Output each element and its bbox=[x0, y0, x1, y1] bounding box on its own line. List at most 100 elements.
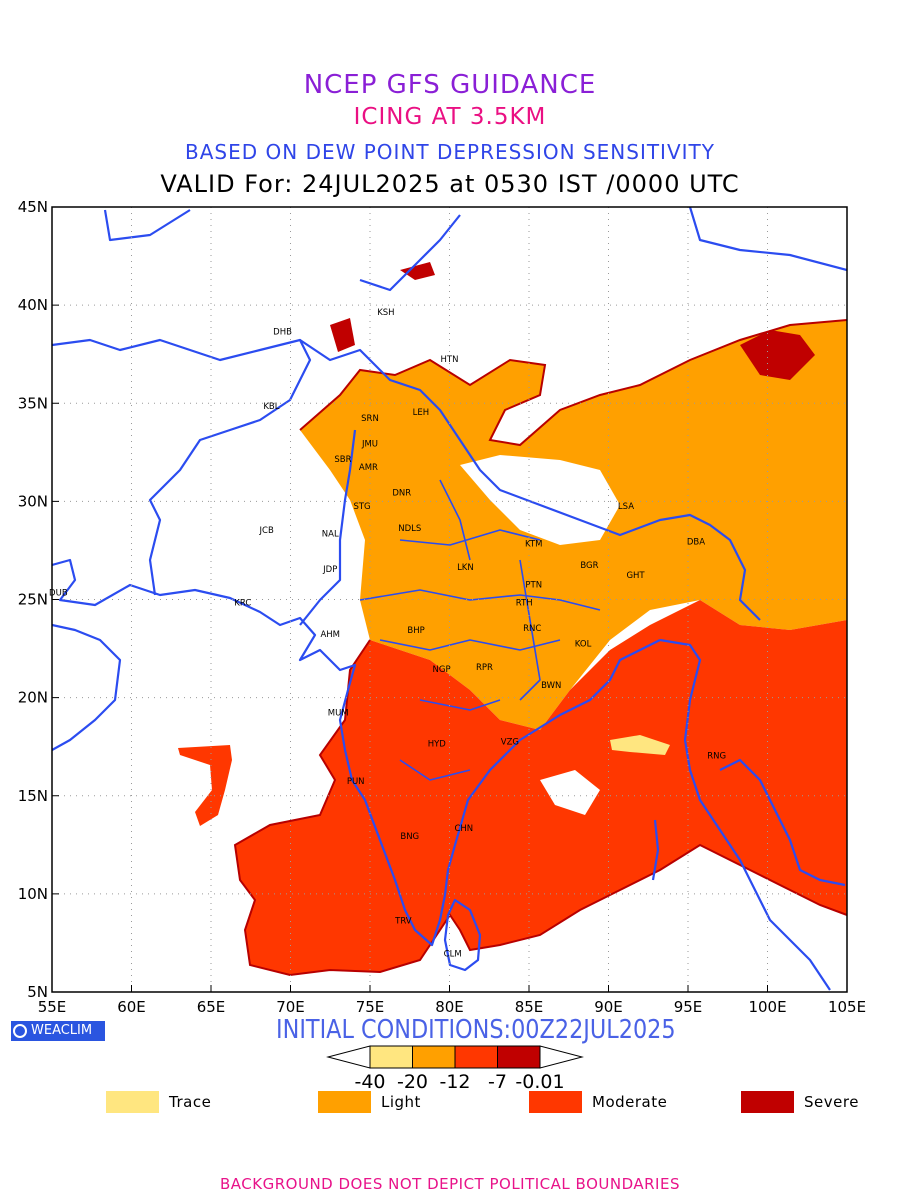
colorbar-label: -12 bbox=[439, 1071, 470, 1093]
station-label-nal: NAL bbox=[322, 530, 339, 540]
station-label-htn: HTN bbox=[441, 355, 459, 365]
title-icing-level: ICING AT 3.5KM bbox=[353, 104, 547, 130]
station-label-stg: STG bbox=[353, 502, 370, 512]
myanmar-coastline bbox=[659, 638, 846, 991]
tick-label-lon: 105E bbox=[828, 998, 866, 1016]
station-label-kbl: KBL bbox=[263, 402, 279, 412]
clear-gap-bay bbox=[540, 770, 600, 815]
station-label-leh: LEH bbox=[413, 408, 430, 418]
weaclim-badge: WEACLIM bbox=[11, 1021, 105, 1041]
station-label-jdp: JDP bbox=[322, 565, 337, 575]
station-label-mum: MUM bbox=[328, 708, 349, 718]
tick-label-lon: 85E bbox=[515, 998, 544, 1016]
station-label-rth: RTH bbox=[516, 598, 533, 608]
station-label-clm: CLM bbox=[444, 950, 462, 960]
western-border bbox=[52, 338, 312, 596]
station-label-ngp: NGP bbox=[433, 665, 451, 675]
station-label-rng: RNG bbox=[707, 751, 726, 761]
station-label-rnc: RNC bbox=[523, 624, 541, 634]
sri-lanka-coastline bbox=[443, 898, 482, 972]
station-label-chn: CHN bbox=[454, 824, 473, 834]
arabian-coastline bbox=[52, 623, 122, 751]
station-label-ksh: KSH bbox=[377, 308, 394, 318]
axis-ticks: 55E 60E 65E 70E 75E 80E 85E 90E 95E 100E 105E 5N 10N… bbox=[18, 198, 866, 1016]
legend-item-moderate: Moderate bbox=[529, 1091, 667, 1113]
legend-label: Severe bbox=[804, 1093, 859, 1111]
trace-icing-patch bbox=[610, 735, 670, 755]
colorbar-segment bbox=[497, 1045, 541, 1069]
moderate-icing-region bbox=[235, 600, 847, 975]
colorbar-right-arrow bbox=[539, 1045, 584, 1069]
icing-contour bbox=[233, 319, 847, 977]
station-label-pun: PUN bbox=[347, 777, 365, 787]
title-main: NCEP GFS GUIDANCE bbox=[303, 70, 597, 100]
colorbar-segment bbox=[412, 1045, 456, 1069]
station-label-srn: SRN bbox=[361, 414, 379, 424]
severe-icing-pocket-east bbox=[740, 330, 815, 380]
pakistan-india-border bbox=[299, 429, 357, 626]
station-label-dhb: DHB bbox=[273, 328, 292, 338]
station-label-ahm: AHM bbox=[320, 630, 340, 640]
station-label-ndls: NDLS bbox=[398, 524, 421, 534]
station-label-jmu: JMU bbox=[361, 439, 378, 449]
tick-label-lon: 65E bbox=[197, 998, 226, 1016]
station-label-ptn: PTN bbox=[525, 581, 542, 591]
title-method: BASED ON DEW POINT DEPRESSION SENSITIVIT… bbox=[185, 140, 715, 164]
grid-lines bbox=[52, 207, 847, 992]
india-coastline bbox=[52, 558, 661, 947]
tick-label-lat: 45N bbox=[18, 198, 48, 216]
station-label-trv: TRV bbox=[394, 916, 412, 926]
central-asia-border bbox=[103, 207, 847, 292]
station-label-hyd: HYD bbox=[428, 740, 447, 750]
colorbar-label: -0.01 bbox=[515, 1071, 564, 1093]
station-label-dba: DBA bbox=[687, 538, 705, 548]
tick-label-lon: 95E bbox=[674, 998, 703, 1016]
station-label-jcb: JCB bbox=[259, 526, 274, 536]
internal-boundaries bbox=[359, 479, 601, 781]
station-label-bng: BNG bbox=[400, 832, 419, 842]
tick-label-lat: 35N bbox=[18, 394, 48, 412]
icing-field bbox=[178, 262, 847, 977]
colorbar-segment bbox=[369, 1045, 413, 1069]
legend-swatch bbox=[529, 1091, 582, 1113]
northern-border bbox=[299, 339, 761, 621]
weaclim-logo-icon bbox=[13, 1024, 27, 1038]
colorbar-label: -40 bbox=[354, 1071, 385, 1093]
severe-icing-pocket-north bbox=[400, 262, 435, 280]
weaclim-label: WEACLIM bbox=[31, 1023, 93, 1038]
station-label-amr: AMR bbox=[359, 463, 378, 473]
tick-label-lon: 55E bbox=[38, 998, 67, 1016]
legend-swatch bbox=[318, 1091, 371, 1113]
legend-label: Light bbox=[381, 1093, 421, 1111]
station-label-krc: KRC bbox=[234, 598, 251, 608]
legend-swatch bbox=[106, 1091, 159, 1113]
clear-gap-tibet bbox=[460, 455, 620, 545]
colorbar-label: -20 bbox=[397, 1071, 428, 1093]
coastlines-and-borders bbox=[52, 207, 847, 991]
station-label-ktm: KTM bbox=[525, 540, 542, 550]
station-label-rpr: RPR bbox=[476, 663, 493, 673]
station-label-vzg: VZG bbox=[501, 738, 519, 748]
tick-label-lat: 15N bbox=[18, 787, 48, 805]
tick-label-lat: 10N bbox=[18, 885, 48, 903]
legend-item-severe: Severe bbox=[741, 1091, 859, 1113]
tick-label-lon: 60E bbox=[117, 998, 146, 1016]
station-label-dnr: DNR bbox=[392, 488, 411, 498]
legend-item-light: Light bbox=[318, 1091, 421, 1113]
tick-label-lon: 80E bbox=[435, 998, 464, 1016]
tick-label-lon: 70E bbox=[276, 998, 305, 1016]
station-label-bhp: BHP bbox=[407, 626, 424, 636]
station-labels: KSH DHB HTN KBL SRN LEH JMU SBR AMR DNR STG LSA JCB N… bbox=[49, 308, 726, 960]
tick-label-lat: 40N bbox=[18, 296, 48, 314]
colorbar-label: -7 bbox=[488, 1071, 507, 1093]
legend-label: Moderate bbox=[592, 1093, 668, 1111]
tick-label-lat: 25N bbox=[18, 591, 48, 609]
footer-note: BACKGROUND DOES NOT DEPICT POLITICAL BOU… bbox=[220, 1175, 680, 1193]
colorbar-left-arrow bbox=[326, 1045, 371, 1069]
legend-swatch bbox=[741, 1091, 794, 1113]
station-label-bwn: BWN bbox=[541, 681, 561, 691]
moderate-icing-patch-arabian-sea bbox=[178, 745, 232, 826]
tick-label-lon: 75E bbox=[356, 998, 385, 1016]
station-label-dub: DUB bbox=[49, 589, 68, 599]
